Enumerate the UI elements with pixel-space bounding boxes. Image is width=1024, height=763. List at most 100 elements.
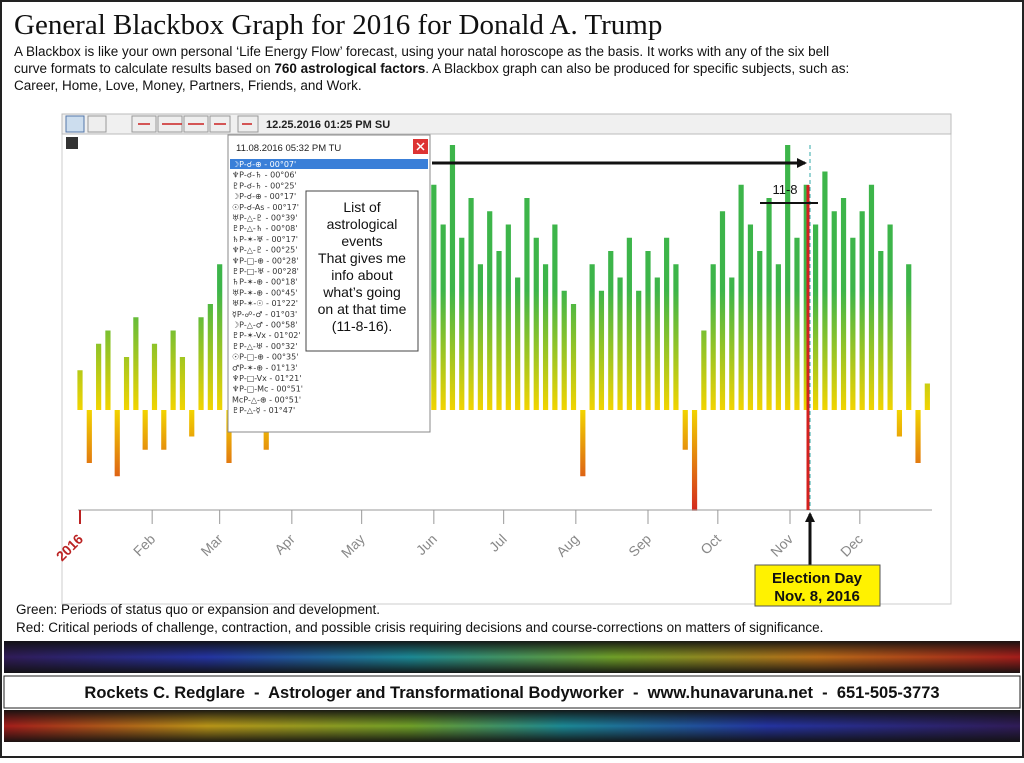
- bar: [766, 198, 772, 410]
- note-line: astrological: [327, 216, 398, 232]
- bar: [459, 237, 465, 410]
- description-bold: 760 astrological factors: [274, 61, 425, 76]
- description-line: A Blackbox is like your own personal ‘Li…: [14, 44, 829, 59]
- bar: [896, 410, 903, 437]
- bar: [794, 237, 800, 410]
- bar: [701, 330, 707, 410]
- event-item: ♇P-□-♅ - 00°28': [232, 267, 299, 276]
- bar: [813, 224, 819, 410]
- event-item: ♇P-✶-Vx - 01°02': [232, 331, 301, 340]
- bar: [924, 383, 930, 410]
- event-item: ♆P-☌-♄ - 00°06': [232, 171, 297, 180]
- event-item: ☉P-□-⊕ - 00°35': [232, 353, 298, 362]
- popup: 11.08.2016 05:32 PM TU ☽P-☌-⊕ - 00°07' ♆P…: [227, 134, 431, 433]
- description-line: Career, Home, Love, Money, Partners, Fri…: [14, 78, 362, 93]
- bar: [170, 330, 176, 410]
- close-icon: [416, 142, 425, 151]
- bar: [654, 277, 660, 410]
- event-item: ♅P-✶-☉ - 01°22': [232, 299, 298, 308]
- bar: [859, 211, 865, 410]
- stripe-shade: [4, 710, 1020, 742]
- event-label: Election Day: [772, 570, 863, 587]
- selected-row: [230, 159, 428, 169]
- event-item: ♇P-☌-♄ - 00°25': [232, 181, 297, 190]
- event-label: Nov. 8, 2016: [774, 588, 860, 605]
- pointer-button[interactable]: [65, 115, 85, 133]
- event-item: ♆P-△-♇ - 00°25': [232, 246, 297, 255]
- bar: [151, 343, 158, 410]
- event-item: ☉P-☌-As - 00°17': [232, 203, 299, 212]
- event-item: ♄P-✶-⊕ - 00°18': [232, 278, 298, 287]
- bar: [878, 251, 884, 410]
- bar: [664, 237, 670, 410]
- note-box: [305, 190, 419, 352]
- bar: [626, 237, 632, 410]
- bar: [738, 184, 744, 410]
- bar: [822, 171, 828, 410]
- event-item: ☿P-☍-♂ - 01°03': [232, 310, 297, 319]
- bar: [831, 211, 837, 410]
- bar: [868, 184, 875, 410]
- bar: [105, 330, 111, 410]
- bar: [217, 264, 223, 410]
- note-line: on at that time: [318, 301, 407, 317]
- description: Career, Home, Love, Money, Partners, Fri…: [14, 78, 362, 93]
- bar: [757, 251, 763, 410]
- event-item: ☽P-☌-⊕ - 00°07': [232, 160, 296, 169]
- event-item: ♆P-□-Vx - 01°21': [232, 374, 301, 383]
- stripe-shade: [4, 641, 1020, 673]
- bar: [598, 290, 605, 410]
- save-icon[interactable]: [66, 137, 78, 149]
- toolbar-date: 12.25.2016 01:25 PM SU: [266, 119, 390, 131]
- bar: [906, 264, 912, 410]
- bar: [887, 224, 893, 410]
- note-line: List of: [343, 199, 380, 215]
- event-item: ☽P-☌-⊕ - 00°17': [232, 192, 296, 201]
- event-item: ♅P-✶-⊕ - 00°45': [232, 288, 298, 297]
- bar: [570, 304, 577, 410]
- bar: [505, 224, 511, 410]
- event-item: ☽P-△-♂ - 00°58': [232, 321, 297, 330]
- legend-green: Green: Periods of status quo or expansio…: [16, 602, 380, 617]
- description: curve formats to calculate results based…: [14, 61, 849, 76]
- bar: [580, 410, 586, 477]
- legend-red: Red: Critical periods of challenge, cont…: [16, 620, 823, 635]
- bar: [840, 198, 847, 410]
- bar: [142, 410, 148, 450]
- bar: [636, 290, 642, 410]
- title: General Blackbox Graph for 2016 for Dona…: [14, 9, 662, 41]
- bar: [226, 410, 232, 463]
- bar: [608, 251, 614, 410]
- bar: [682, 410, 688, 450]
- bar: [589, 264, 595, 410]
- bar: [114, 410, 120, 477]
- bar: [719, 211, 726, 410]
- bar: [617, 277, 623, 410]
- event-item: ♇P-△-♄ - 00°08': [232, 224, 297, 233]
- bar: [747, 224, 754, 410]
- bar: [515, 277, 521, 410]
- bar: [198, 317, 204, 410]
- bar: [123, 357, 130, 410]
- description-line: curve formats to calculate results based…: [14, 61, 274, 76]
- event-item: ♆P-□-⊕ - 00°28': [232, 256, 298, 265]
- bar: [161, 410, 167, 450]
- bar: [542, 264, 549, 410]
- event-item: ♅P-△-♇ - 00°39': [232, 214, 297, 223]
- event-item: ♂P-✶-⊕ - 01°13': [232, 363, 298, 372]
- bar: [468, 198, 474, 410]
- note-line: That gives me: [318, 250, 406, 266]
- bar: [86, 410, 92, 463]
- zoom-button[interactable]: [87, 115, 107, 133]
- marker-label: 11-8: [772, 182, 797, 197]
- event-item: ♄P-✶-♅ - 00°17': [232, 235, 298, 244]
- bar: [729, 277, 735, 410]
- bar: [487, 211, 493, 410]
- footer: Rockets C. Redglare - Astrologer and Tra…: [84, 684, 939, 702]
- toolbar: [61, 113, 952, 135]
- bar: [533, 237, 539, 410]
- bar: [915, 410, 921, 463]
- bar: [77, 370, 83, 410]
- event-item: ♇P-△-♅ - 00°32': [232, 342, 297, 351]
